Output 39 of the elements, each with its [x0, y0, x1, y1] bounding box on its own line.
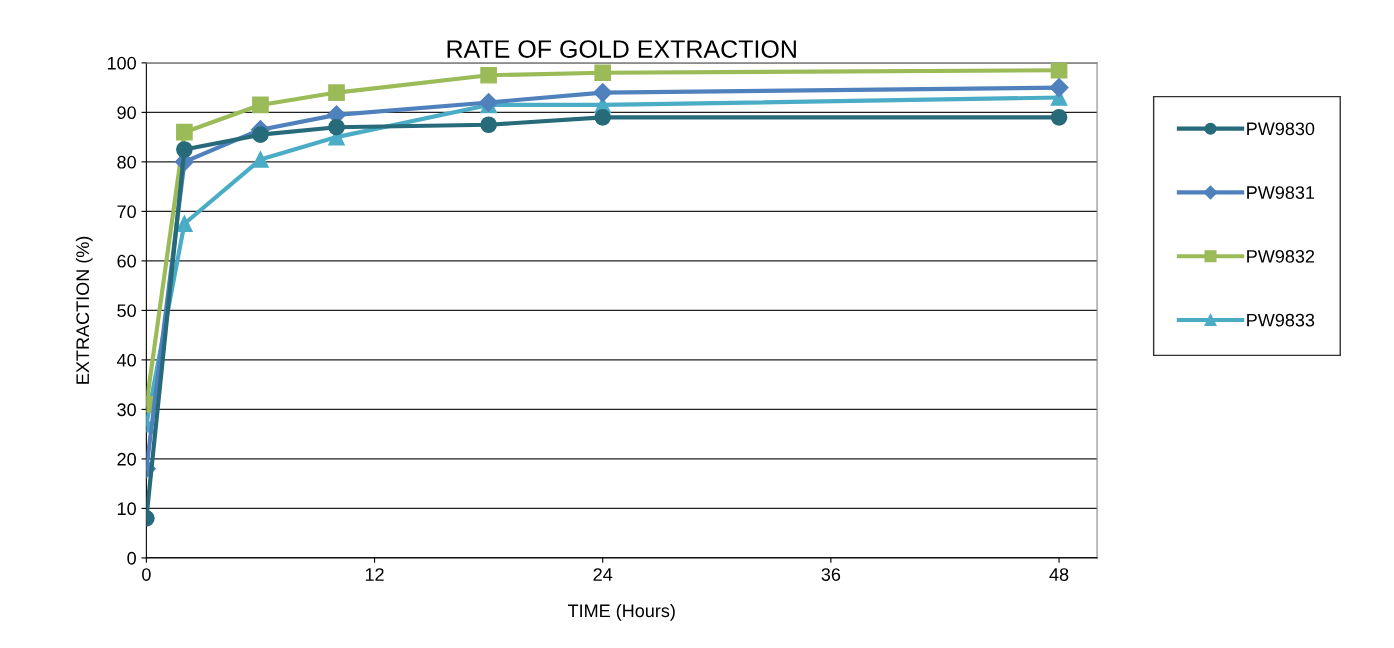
x-tick-label: 48: [1049, 568, 1069, 581]
y-tick-label: 80: [117, 155, 136, 169]
y-tick-label: 30: [117, 403, 136, 417]
x-tick-label: 12: [365, 568, 384, 581]
y-tick-label: 0: [127, 551, 136, 565]
y-tick-label: 20: [117, 452, 136, 466]
y-tick-label: 90: [117, 106, 136, 120]
y-tick-label: 50: [117, 304, 136, 318]
point: [594, 64, 612, 82]
point: [176, 141, 193, 158]
point: [593, 83, 613, 103]
point: [1049, 78, 1069, 98]
x-tick-label: 0: [142, 568, 151, 581]
point: [328, 84, 345, 101]
x-tick-label: 24: [593, 568, 613, 581]
legend-label: PW9830: [1247, 122, 1315, 136]
y-tick-label: 70: [117, 205, 136, 219]
point: [328, 118, 345, 136]
point: [252, 151, 269, 168]
point: [252, 126, 269, 143]
x-axis-title: TIME (Hours): [567, 603, 675, 621]
point: [1050, 108, 1068, 126]
point: [480, 116, 497, 134]
legend-label: PW9833: [1247, 313, 1315, 327]
legend-label: PW9832: [1247, 249, 1315, 263]
point: [1050, 62, 1068, 79]
point: [176, 215, 193, 233]
y-axis-title: EXTRACTION (%): [75, 236, 93, 384]
point: [480, 66, 497, 84]
y-tick-label: 60: [117, 254, 136, 268]
y-tick-label: 100: [107, 56, 136, 70]
x-tick-label: 36: [821, 568, 841, 581]
y-tick-label: 40: [116, 353, 136, 367]
y-tick-label: 10: [117, 502, 136, 516]
chart-title: RATE OF GOLD EXTRACTION: [447, 40, 796, 58]
point: [176, 123, 193, 141]
point: [594, 108, 612, 126]
point: [252, 96, 269, 114]
legend-label: PW9831: [1247, 186, 1315, 199]
